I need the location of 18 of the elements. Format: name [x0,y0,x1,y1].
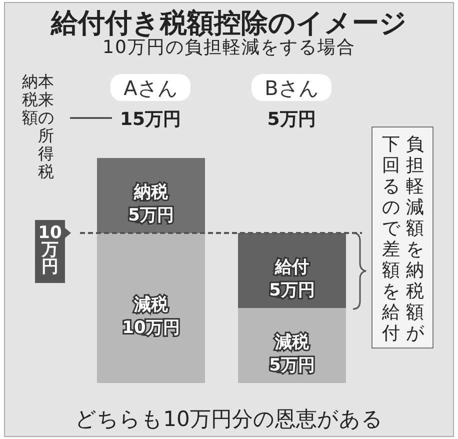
text: 本来の所得税納税額 [22,72,54,181]
text: 5万円 [267,109,316,130]
x-tick-label: Aさん [124,76,178,100]
data-label: 10万円 [122,318,180,338]
series-label: 減税 [274,332,310,352]
series-label: 納税 [133,182,169,202]
data-label: 5万円 [269,280,315,300]
text: どちらも10万円分の恩恵がある [74,406,384,432]
text: 15万円 [120,109,182,130]
legend-label: 10万円 [38,223,62,277]
data-label: 5万円 [269,356,315,376]
x-tick-label: Bさん [264,76,318,100]
text: 負担軽減額を納税額が下回るので差額を給付 [382,134,424,344]
data-label: 5万円 [128,206,174,226]
text: 減税 [134,295,168,315]
chart-subtitle: 10万円の負担軽減をする場合 [102,37,356,59]
chart-title: 給付付き税額控除のイメージ [49,8,408,39]
series-label: 給付 [274,258,309,278]
